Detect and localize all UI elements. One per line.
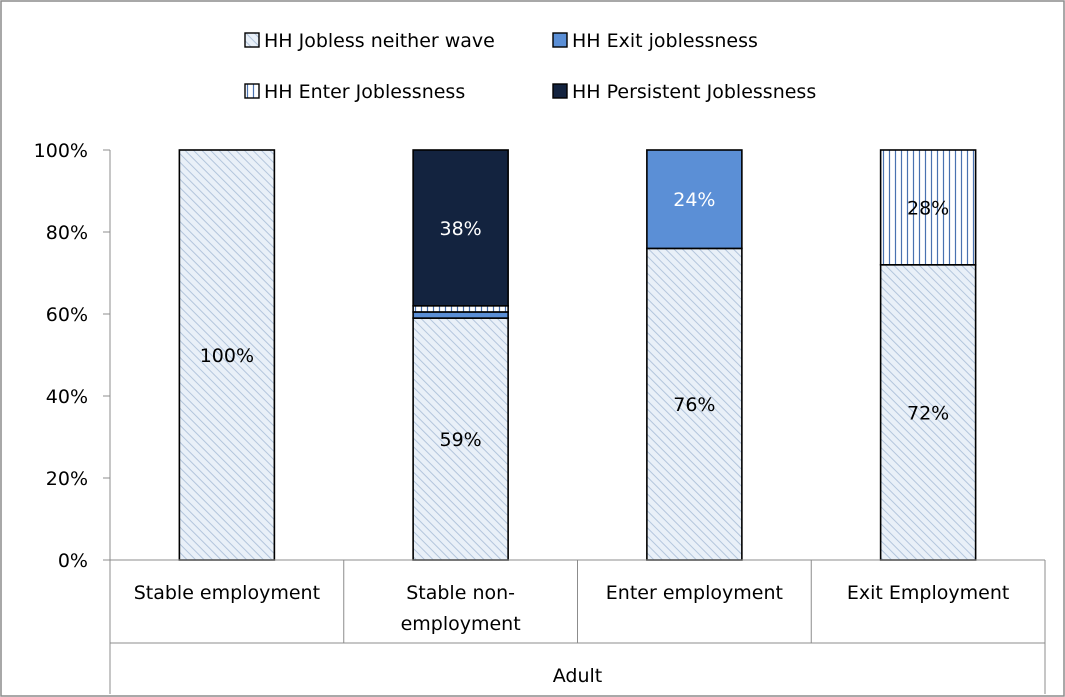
x-tick-label: employment bbox=[401, 613, 521, 635]
x-tick-label: Exit Employment bbox=[847, 582, 1009, 604]
legend-swatch bbox=[552, 83, 568, 99]
bar-segment-hh-jobless-neither-wave bbox=[412, 317, 509, 561]
bar-segment-hh-exit-joblessness bbox=[646, 149, 743, 250]
legend-label: HH Exit joblessness bbox=[572, 30, 758, 52]
data-label: 72% bbox=[907, 402, 949, 424]
legend-label: HH Persistent Joblessness bbox=[572, 81, 816, 103]
y-tick-label: 60% bbox=[46, 304, 88, 326]
data-label: 100% bbox=[200, 345, 254, 367]
legend-swatch bbox=[244, 83, 260, 99]
data-label: 76% bbox=[673, 394, 715, 416]
x-axis: Stable employment Stable non-employment En… bbox=[109, 559, 1046, 694]
legend-swatch bbox=[552, 32, 568, 48]
data-label: 59% bbox=[440, 429, 482, 451]
x-tick-label: Stable non- bbox=[406, 582, 515, 604]
legend: HH Jobless neither wave HH Exit joblessne… bbox=[244, 30, 816, 103]
bar-segment-hh-jobless-neither-wave bbox=[879, 263, 977, 561]
bar-segment-hh-jobless-neither-wave bbox=[646, 247, 743, 561]
bar-segment-hh-persistent-joblessness bbox=[412, 149, 509, 307]
data-label: 28% bbox=[907, 197, 949, 219]
x-group-label: Adult bbox=[553, 665, 603, 687]
y-tick-label: 100% bbox=[34, 140, 88, 162]
y-tick-label: 20% bbox=[46, 468, 88, 490]
x-tick-label: Stable employment bbox=[134, 582, 320, 604]
bars: 100% 59% 38% 76% 24% 72% 28% bbox=[178, 149, 977, 561]
y-tick-label: 40% bbox=[46, 386, 88, 408]
y-axis: 0% 20% 40% 60% 80% 100% bbox=[34, 140, 111, 572]
bar-segment-hh-exit-joblessness bbox=[412, 311, 509, 319]
bar-segment-hh-jobless-neither-wave bbox=[178, 149, 276, 561]
y-tick-label: 0% bbox=[58, 550, 88, 572]
y-tick-label: 80% bbox=[46, 222, 88, 244]
bar-segment-hh-enter-joblessness bbox=[879, 149, 977, 266]
x-tick-label: Enter employment bbox=[606, 582, 783, 604]
data-label: 38% bbox=[440, 218, 482, 240]
bar-segment-hh-enter-joblessness bbox=[412, 304, 509, 313]
legend-label: HH Jobless neither wave bbox=[264, 30, 495, 52]
legend-label: HH Enter Joblessness bbox=[264, 81, 465, 103]
legend-swatch bbox=[244, 32, 260, 48]
data-label: 24% bbox=[673, 189, 715, 211]
